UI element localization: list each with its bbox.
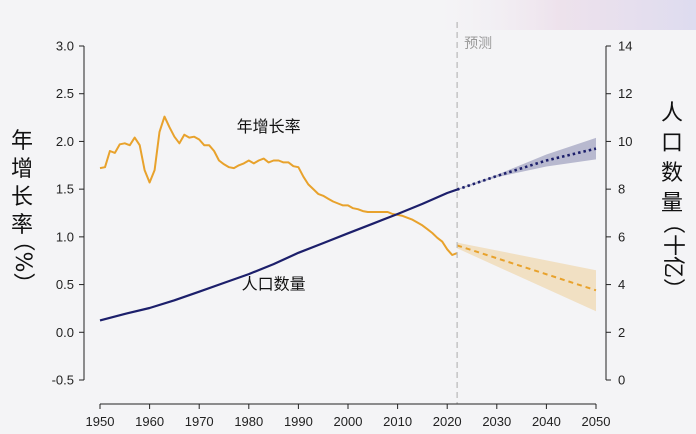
confidence-band xyxy=(457,137,596,191)
x-tick-label: 2010 xyxy=(383,414,412,429)
x-tick-label: 2030 xyxy=(482,414,511,429)
right-axis-title-char: 数 xyxy=(661,161,683,186)
left-tick-label: 0.5 xyxy=(56,277,74,292)
right-axis-title-char: 人 xyxy=(661,101,683,126)
right-axis-ticks: 0 2 4 6 8 10 12 14 xyxy=(606,39,632,388)
series-line xyxy=(99,115,458,256)
x-tick-label: 1990 xyxy=(284,414,313,429)
confidence-band xyxy=(457,242,596,312)
left-tick-label: 2.5 xyxy=(56,86,74,101)
series-annotation: 人口数量 xyxy=(242,274,306,293)
x-tick-label: 2020 xyxy=(433,414,462,429)
left-axis-title-char: （%） xyxy=(10,230,35,295)
right-tick-label: 4 xyxy=(618,277,625,292)
x-tick-label: 1970 xyxy=(185,414,214,429)
left-axis-title-char: 率 xyxy=(11,213,33,238)
left-tick-label: 1.0 xyxy=(56,229,74,244)
right-tick-label: 14 xyxy=(618,39,632,54)
right-tick-label: 0 xyxy=(618,373,625,388)
series-line xyxy=(99,188,458,322)
confidence-bands xyxy=(457,137,596,312)
right-axis-title-char: 口 xyxy=(661,131,683,156)
right-tick-label: 12 xyxy=(618,86,632,101)
left-axis-title-char: 年 xyxy=(11,129,33,154)
right-tick-label: 8 xyxy=(618,182,625,197)
x-tick-label: 2050 xyxy=(582,414,611,429)
right-tick-label: 10 xyxy=(618,134,632,149)
x-axis-ticks: 1950 1960 1970 1980 1990 2000 2010 2020 2030 2040… xyxy=(86,404,611,429)
left-tick-label: 1.5 xyxy=(56,182,74,197)
x-tick-label: 1950 xyxy=(86,414,115,429)
left-tick-label: 0.0 xyxy=(56,325,74,340)
left-axis-title-char: 增 xyxy=(11,157,33,182)
background-glow xyxy=(420,0,696,30)
right-tick-label: 2 xyxy=(618,325,625,340)
series-lines xyxy=(99,115,597,322)
x-tick-label: 1980 xyxy=(234,414,263,429)
left-axis-title: 年 增 长 率 （%） xyxy=(10,129,35,294)
left-axis-ticks: -0.5 0.0 0.5 1.0 1.5 2.0 2.5 3.0 xyxy=(52,39,84,388)
right-axis-title-char: （十亿） xyxy=(660,212,685,300)
x-tick-label: 2000 xyxy=(334,414,363,429)
right-axis-title-char: 量 xyxy=(661,191,683,216)
series-annotation: 年增长率 xyxy=(237,117,301,136)
right-axis-title: 人 口 数 量 （十亿） xyxy=(660,101,685,300)
right-tick-label: 6 xyxy=(618,229,625,244)
x-tick-label: 2040 xyxy=(532,414,561,429)
x-tick-label: 1960 xyxy=(135,414,164,429)
left-tick-label: -0.5 xyxy=(52,373,74,388)
left-tick-label: 2.0 xyxy=(56,134,74,149)
projection-label: 预测 xyxy=(464,36,492,52)
series-line xyxy=(456,147,597,191)
left-tick-label: 3.0 xyxy=(56,39,74,54)
left-axis-title-char: 长 xyxy=(11,185,33,210)
series-line xyxy=(456,244,597,292)
